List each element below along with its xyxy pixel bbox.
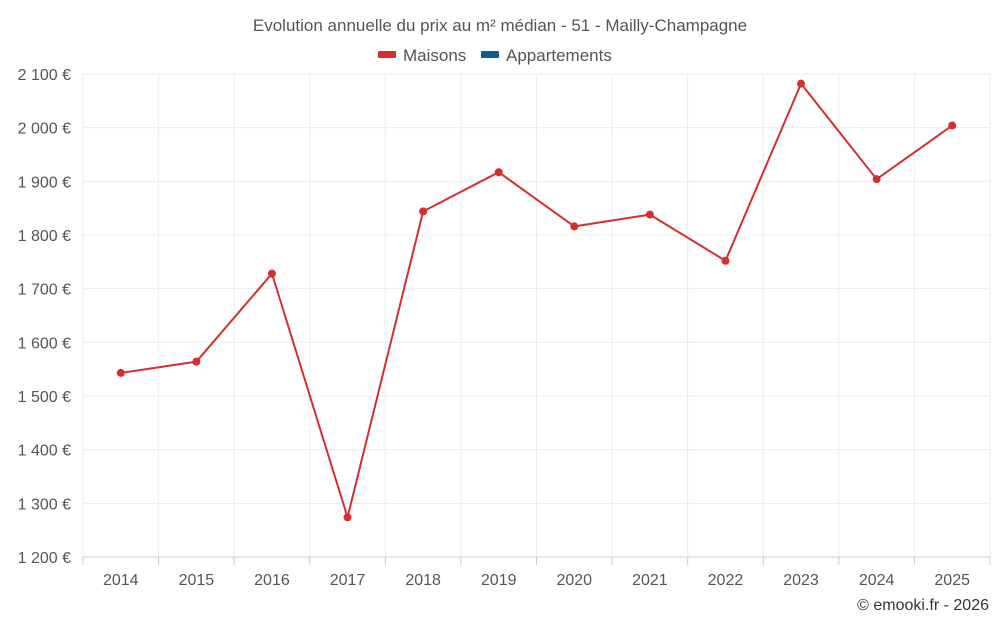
- data-point-maisons[interactable]: [192, 357, 201, 366]
- y-tick-label: 1 400 €: [18, 443, 71, 460]
- x-tick-label: 2017: [330, 572, 366, 589]
- x-gridlines: [82, 74, 991, 557]
- y-tick-label: 1 600 €: [18, 335, 71, 352]
- series-line-maisons: [120, 81, 953, 522]
- x-axis-tickmarks: [82, 557, 991, 565]
- x-tick-label: 2015: [179, 572, 215, 589]
- x-tick-label: 2016: [254, 572, 290, 589]
- legend-swatch-maisons: [378, 51, 396, 58]
- y-tick-label: 1 900 €: [18, 174, 71, 191]
- data-point-maisons[interactable]: [419, 207, 428, 216]
- x-tick-label: 2022: [708, 572, 744, 589]
- y-tick-label: 2 000 €: [18, 121, 71, 138]
- chart-credit: © emooki.fr - 2026: [857, 597, 989, 614]
- data-point-maisons[interactable]: [267, 269, 276, 278]
- data-point-maisons[interactable]: [721, 256, 730, 265]
- y-axis-ticks: 1 200 € 1 300 € 1 400 € 1 500 € 1 600 € 1 700…: [18, 67, 71, 567]
- legend-label-maisons: Maisons: [403, 46, 466, 65]
- data-point-maisons[interactable]: [570, 222, 579, 231]
- x-tick-label: 2018: [405, 572, 441, 589]
- x-tick-label: 2023: [783, 572, 819, 589]
- series-layer: [116, 79, 957, 522]
- y-tick-label: 1 200 €: [18, 550, 71, 567]
- data-point-maisons[interactable]: [948, 121, 957, 130]
- x-axis-ticks: 2014 2015 2016 2017 2018 2019 2020 2021 2022 2023…: [103, 572, 970, 589]
- x-tick-label: 2021: [632, 572, 668, 589]
- x-tick-label: 2025: [934, 572, 970, 589]
- x-tick-label: 2024: [859, 572, 895, 589]
- y-tick-label: 1 300 €: [18, 496, 71, 513]
- y-tick-label: 2 100 €: [18, 67, 71, 84]
- x-tick-label: 2014: [103, 572, 139, 589]
- y-tick-label: 1 500 €: [18, 389, 71, 406]
- legend-item-appartements[interactable]: Appartements: [481, 46, 612, 65]
- data-point-maisons[interactable]: [494, 168, 503, 177]
- legend-swatch-appartements: [481, 51, 499, 58]
- data-point-maisons[interactable]: [797, 79, 806, 88]
- legend: Maisons Appartements: [378, 46, 612, 65]
- legend-label-appartements: Appartements: [506, 46, 612, 65]
- y-tick-label: 1 700 €: [18, 282, 71, 299]
- chart-title: Evolution annuelle du prix au m² médian …: [253, 16, 747, 35]
- y-tick-label: 1 800 €: [18, 228, 71, 245]
- x-tick-label: 2020: [556, 572, 592, 589]
- data-point-maisons[interactable]: [872, 175, 881, 184]
- x-tick-label: 2019: [481, 572, 517, 589]
- data-point-maisons[interactable]: [343, 513, 352, 522]
- data-point-maisons[interactable]: [645, 210, 654, 219]
- legend-item-maisons[interactable]: Maisons: [378, 46, 466, 65]
- data-point-maisons[interactable]: [116, 368, 125, 377]
